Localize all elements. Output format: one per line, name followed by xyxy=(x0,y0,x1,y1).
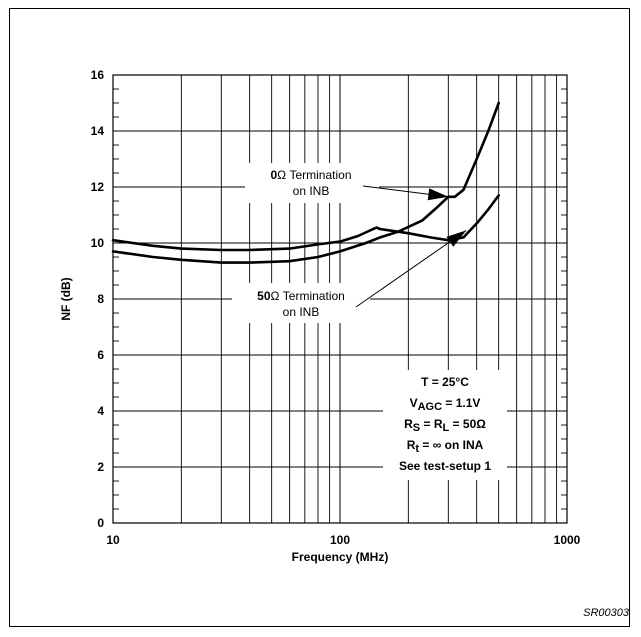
series-line-50-ohm xyxy=(111,194,500,252)
x-tick-label: 1000 xyxy=(554,533,581,547)
condition-line: Rt = ∞ on INA xyxy=(407,438,484,455)
condition-line: RS = RL = 50Ω xyxy=(404,417,486,434)
figure-frame xyxy=(9,8,630,627)
annotation-text: 0Ω Termination xyxy=(270,168,351,182)
annotation-arrow-line xyxy=(355,229,467,308)
y-tick-label: 2 xyxy=(97,460,104,474)
condition-line: VAGC = 1.1V xyxy=(410,396,481,413)
y-tick-label: 8 xyxy=(97,292,104,306)
y-tick-label: 0 xyxy=(97,516,104,530)
annotation-text: 50Ω Termination xyxy=(257,289,345,303)
y-tick-label: 14 xyxy=(91,124,105,138)
condition-line: See test-setup 1 xyxy=(399,459,491,473)
annotation-text: on INB xyxy=(283,305,320,319)
y-tick-label: 16 xyxy=(91,68,105,82)
conditions-background xyxy=(383,370,507,480)
figure-id: SR00303 xyxy=(583,607,629,619)
annotation-text: on INB xyxy=(293,184,330,198)
x-axis-title: Frequency (MHz) xyxy=(292,550,389,564)
annotation-background xyxy=(245,163,379,203)
annotation-background xyxy=(232,283,370,323)
y-tick-label: 6 xyxy=(97,348,104,362)
x-tick-label: 10 xyxy=(106,533,120,547)
condition-line: T = 25°C xyxy=(421,375,469,389)
y-tick-label: 12 xyxy=(91,180,105,194)
annotation-arrow-head xyxy=(446,230,467,247)
y-tick-label: 10 xyxy=(91,236,105,250)
y-axis-title: NF (dB) xyxy=(59,277,73,320)
series-line-0-ohm xyxy=(111,101,500,264)
annotation-arrow-head xyxy=(427,188,449,201)
plot-border xyxy=(112,74,568,524)
y-tick-label: 4 xyxy=(97,404,104,418)
x-tick-label: 100 xyxy=(330,533,350,547)
